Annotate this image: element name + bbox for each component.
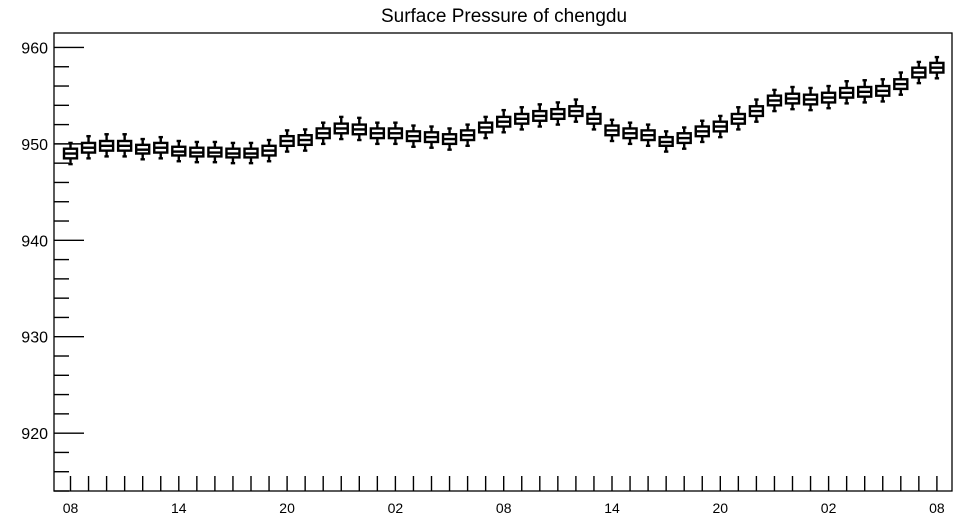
box-plot [694, 119, 710, 144]
y-tick-label: 930 [21, 330, 48, 347]
box-plot [496, 108, 512, 134]
x-tick-label: 02 [388, 500, 404, 516]
y-tick-label: 960 [21, 40, 48, 57]
box-plot [730, 106, 747, 131]
box-plot [261, 138, 277, 163]
x-tick-label: 20 [279, 500, 295, 516]
box-plot [405, 124, 422, 148]
y-tick-label: 920 [21, 426, 48, 443]
box-plot [911, 60, 927, 85]
box-plot [748, 98, 765, 123]
box-plot [62, 141, 79, 166]
box-plot [134, 137, 151, 161]
box-plot [604, 118, 620, 143]
box-plot [80, 134, 97, 160]
box-plot [929, 55, 945, 80]
box-plot [532, 103, 548, 128]
box-plot [477, 115, 494, 140]
box-plot [550, 101, 566, 126]
box-plot [514, 106, 530, 131]
box-plot [586, 106, 602, 131]
x-tick-label: 08 [63, 500, 79, 516]
box-plot [640, 123, 656, 148]
box-plot [207, 140, 223, 164]
x-tick-label: 14 [604, 500, 620, 516]
box-plot [838, 80, 855, 105]
box-plot [459, 123, 476, 148]
x-tick-label: 14 [171, 500, 187, 516]
box-plot [171, 139, 187, 163]
x-tick-label: 08 [496, 500, 512, 516]
x-tick-label: 02 [821, 500, 837, 516]
x-tick-label: 08 [929, 500, 945, 516]
box-plot [820, 84, 837, 110]
box-plot [441, 127, 458, 151]
box-plot [189, 140, 205, 164]
box-plot [622, 121, 638, 146]
y-tick-label: 950 [21, 137, 48, 154]
box-plot [893, 71, 909, 96]
chart-title: Surface Pressure of chengdu [381, 6, 627, 27]
box-plot [658, 130, 674, 153]
box-plot [315, 121, 331, 146]
box-plot [676, 126, 692, 150]
box-plot [297, 128, 313, 152]
box-plot [568, 98, 584, 123]
box-plot [387, 121, 404, 146]
box-plot [369, 121, 386, 146]
box-plot [784, 85, 801, 111]
box-plot [279, 129, 295, 153]
box-plot [225, 141, 241, 165]
box-plot [153, 135, 169, 160]
x-axis: 08 14 20 02 08 14 20 02 08 [63, 476, 945, 516]
y-axis: 920 930 940 950 960 [21, 40, 84, 492]
box-plot [98, 133, 115, 158]
box-plot [423, 125, 440, 149]
box-plot [333, 115, 349, 141]
box-plot [116, 133, 133, 158]
box-plot [766, 88, 783, 113]
box-plot [875, 78, 891, 103]
box-plot [857, 79, 873, 104]
x-tick-label: 20 [713, 500, 729, 516]
box-plot [802, 86, 819, 112]
y-tick-label: 940 [21, 233, 48, 250]
box-series [62, 55, 945, 166]
box-plot [712, 114, 728, 139]
box-plot [243, 141, 259, 165]
box-plot [351, 116, 367, 142]
